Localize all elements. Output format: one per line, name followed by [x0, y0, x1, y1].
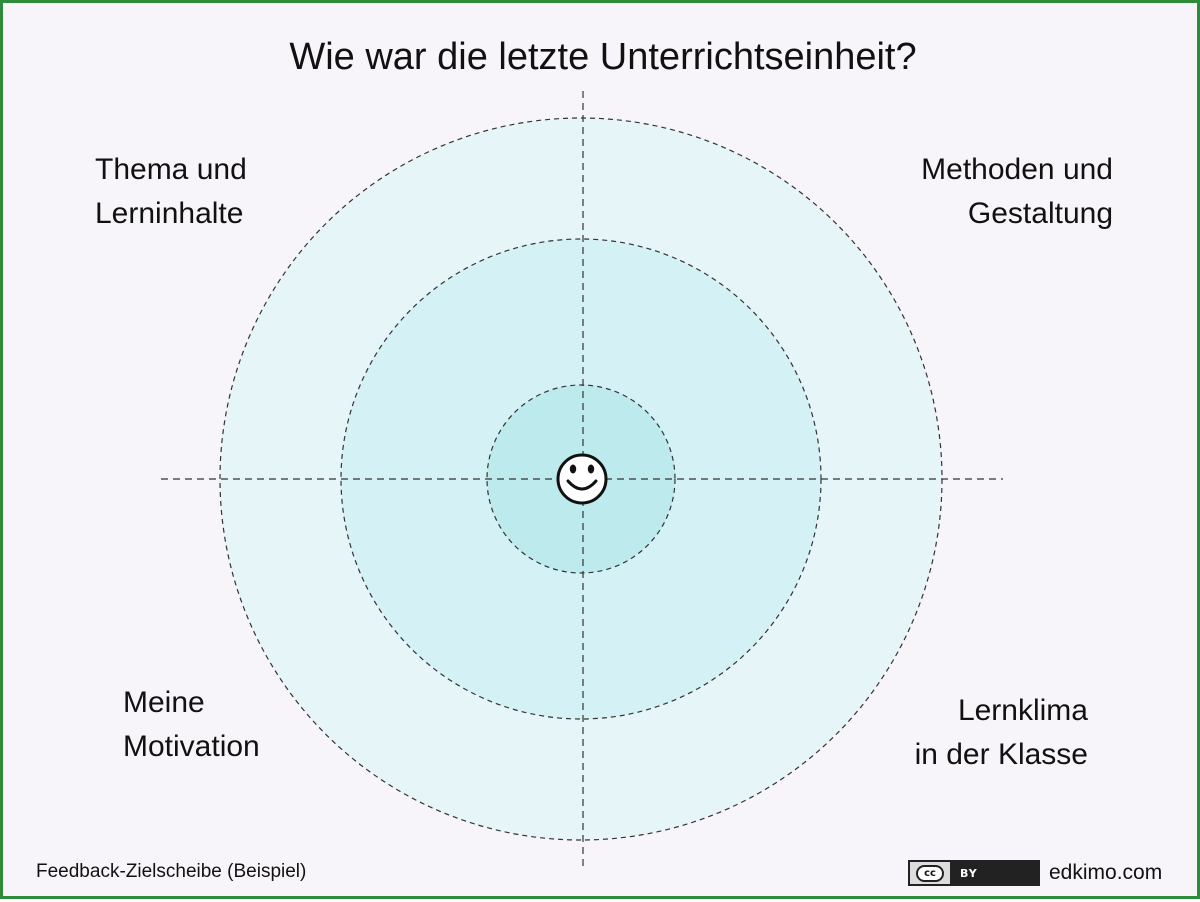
quadrant-label-line: Gestaltung [967, 197, 1113, 230]
by-icon: BY [952, 862, 1038, 884]
footer-caption: Feedback-Zielscheibe (Beispiel) [36, 861, 307, 882]
cc-label: cc [916, 864, 944, 882]
quadrant-label-line: Thema und [95, 153, 247, 186]
quadrant-label-topic: Thema und Lerninhalte [95, 148, 247, 236]
quadrant-label-methods: Methoden und Gestaltung [921, 148, 1113, 236]
quadrant-label-motivation: Meine Motivation [123, 681, 260, 769]
quadrant-label-line: Methoden und [921, 153, 1113, 186]
by-label: BY [960, 866, 978, 880]
quadrant-label-line: in der Klasse [914, 738, 1088, 771]
quadrant-label-climate: Lernklima in der Klasse [915, 689, 1088, 777]
feedback-target [161, 91, 1003, 867]
quadrant-label-line: Lerninhalte [95, 197, 244, 230]
smiley-icon [556, 453, 608, 505]
quadrant-label-line: Motivation [123, 730, 260, 763]
page-title: Wie war die letzte Unterrichtseinheit? [289, 36, 917, 78]
quadrant-label-line: Meine [123, 686, 205, 719]
cc-license-badge[interactable]: cc BY [908, 860, 1040, 886]
site-link[interactable]: edkimo.com [1049, 861, 1163, 884]
cc-icon: cc [910, 862, 952, 884]
quadrant-label-line: Lernklima [957, 694, 1088, 727]
